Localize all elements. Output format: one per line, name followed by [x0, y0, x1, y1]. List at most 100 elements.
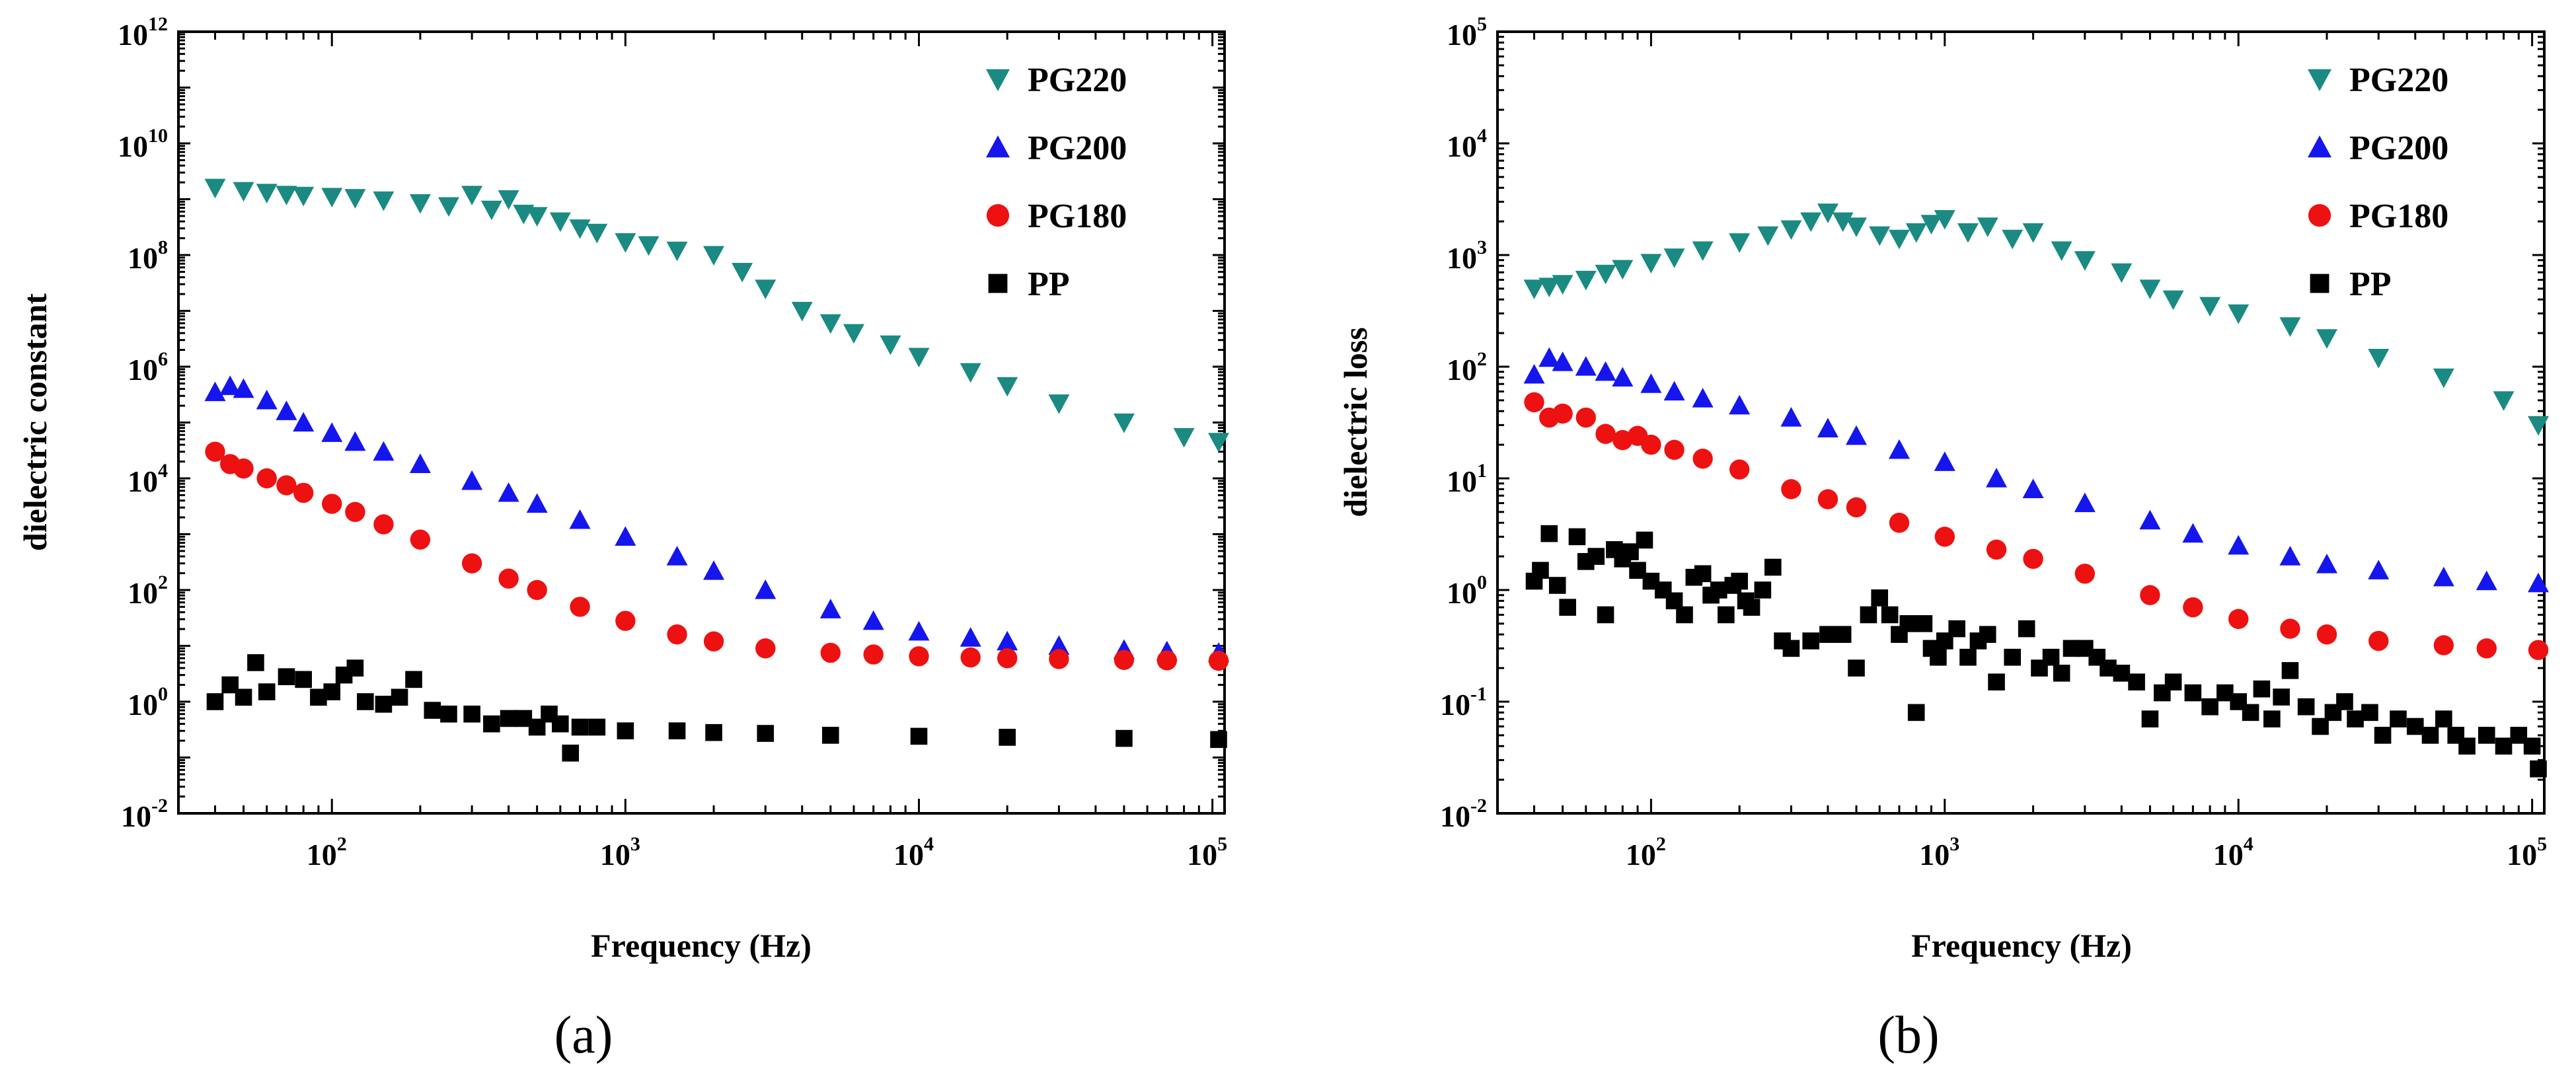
data-point [233, 458, 254, 479]
data-point [549, 212, 571, 233]
data-point [562, 745, 580, 762]
data-point [1694, 565, 1712, 583]
data-point [206, 693, 224, 710]
data-point [2228, 535, 2250, 555]
data-point [2022, 478, 2044, 498]
data-point [2368, 560, 2390, 579]
data-point [2184, 684, 2202, 702]
data-point [1048, 635, 1070, 655]
series-pg220 [204, 178, 1230, 453]
y-axis-label: dielectric loss [1337, 327, 1374, 517]
data-point [1538, 277, 1560, 297]
data-point [1781, 479, 1801, 499]
data-point [586, 223, 608, 244]
data-point [2433, 368, 2454, 388]
data-point [2297, 698, 2315, 716]
y-axis-label: dielectric constant [17, 293, 54, 552]
x-axis-label: Frequency (Hz) [1911, 927, 2132, 964]
data-point [821, 727, 839, 744]
data-point [1986, 468, 2008, 488]
data-point [2530, 760, 2547, 778]
data-point [2528, 416, 2550, 436]
data-point [2476, 570, 2497, 591]
data-point [1860, 606, 1877, 624]
data-point [617, 722, 634, 739]
data-point [2141, 710, 2159, 727]
data-point [1881, 606, 1899, 624]
data-point [1641, 434, 1661, 455]
data-point [703, 560, 725, 580]
data-point [2183, 597, 2203, 618]
data-point [1552, 403, 1573, 424]
data-point [2347, 710, 2364, 727]
data-point [2279, 546, 2301, 566]
data-point [1114, 649, 1135, 670]
data-point [615, 233, 636, 253]
data-point [1888, 229, 1910, 250]
legend-marker [986, 69, 1010, 91]
data-point [321, 188, 343, 208]
data-point [2201, 698, 2218, 716]
data-point [293, 482, 314, 503]
data-point [1977, 217, 1998, 237]
data-point [960, 363, 981, 383]
data-point [1559, 599, 1576, 616]
data-point [862, 610, 884, 630]
data-point [1575, 270, 1597, 291]
data-point [405, 671, 422, 688]
data-point [2390, 710, 2407, 727]
data-point [2042, 648, 2060, 666]
data-point [2228, 609, 2249, 630]
data-point [2435, 710, 2452, 727]
data-point [1817, 203, 1838, 223]
x-axis-label: Frequency (Hz) [591, 927, 812, 964]
data-point [638, 236, 660, 256]
y-tick-label: 10-2 [1440, 795, 1487, 833]
data-point [410, 529, 431, 550]
data-point [204, 381, 226, 402]
data-point [1832, 212, 1854, 233]
data-point [1597, 606, 1614, 624]
data-point [755, 638, 776, 659]
data-point [461, 470, 483, 490]
data-point [409, 453, 431, 474]
data-point [668, 722, 686, 739]
data-point [1934, 527, 1955, 547]
data-point [2280, 618, 2300, 639]
data-point [2162, 290, 2184, 311]
y-tick-label: 103 [1447, 237, 1487, 275]
data-point [373, 514, 394, 535]
data-point [463, 705, 480, 723]
data-point [345, 501, 365, 523]
data-point [1538, 347, 1560, 367]
data-point [1664, 439, 1685, 461]
data-point [461, 553, 482, 573]
data-point [346, 659, 364, 677]
legend-marker [988, 274, 1008, 293]
y-tick-label: 101 [1447, 460, 1487, 498]
data-point [1552, 275, 1573, 295]
data-point [1819, 626, 1837, 644]
data-point [1548, 577, 1566, 594]
data-point [1848, 659, 1865, 677]
x-tick-label: 105 [2507, 833, 2547, 871]
data-point [2128, 673, 2145, 691]
data-point [1540, 525, 1558, 542]
data-point [755, 279, 777, 299]
data-point [666, 241, 688, 262]
data-point [755, 579, 777, 599]
data-point [2053, 665, 2070, 682]
data-point [1834, 626, 1852, 644]
data-point [276, 186, 297, 205]
data-point [960, 647, 981, 668]
data-point [1764, 558, 1782, 576]
data-point [997, 377, 1018, 397]
panel-b-dielectric-loss: 102 103 104 105 10-2 10-1 100 101 102 103 104 105 P… [1337, 13, 2550, 1064]
data-point [2495, 737, 2513, 755]
data-point [461, 186, 483, 205]
data-point [1802, 632, 1819, 649]
data-point [375, 696, 393, 713]
y-tick-label: 105 [1447, 13, 1487, 52]
data-point [233, 182, 254, 202]
data-point [2316, 329, 2337, 349]
